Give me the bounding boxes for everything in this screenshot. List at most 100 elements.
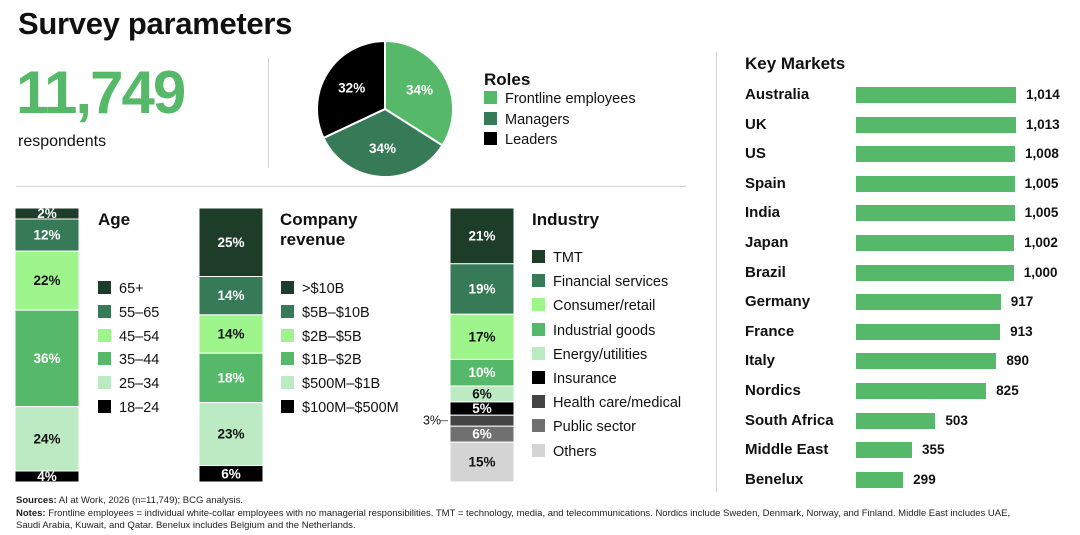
age-title: Age	[98, 210, 131, 229]
market-value: 1,005	[1024, 205, 1059, 221]
legend-label: Leaders	[505, 132, 558, 148]
legend-item: Financial services	[532, 274, 668, 290]
roles-title: Roles	[484, 70, 531, 89]
segment-label: 23%	[217, 427, 244, 442]
legend-label: 35–44	[119, 352, 160, 369]
market-label: Australia	[745, 86, 810, 103]
bar-segment	[449, 441, 515, 483]
sources-text: AI at Work, 2026 (n=11,749); BCG analysi…	[58, 495, 243, 506]
legend-swatch	[532, 443, 545, 457]
bar-segment	[198, 276, 264, 316]
divider-horizontal	[16, 186, 686, 187]
roles-legend-item: Leaders	[484, 132, 557, 148]
pie-slice-leaders	[316, 39, 386, 140]
market-bar	[856, 353, 997, 370]
divider-vertical-markets	[716, 52, 717, 492]
market-bar	[856, 383, 987, 399]
segment-label: 14%	[217, 288, 244, 303]
pie-label: 34%	[369, 141, 396, 156]
legend-swatch	[98, 328, 111, 342]
bar-segment	[449, 414, 515, 427]
roles-legend-item: Frontline employees	[484, 91, 636, 107]
legend-label: 55–65	[119, 304, 160, 321]
legend-item: 65+	[98, 281, 144, 297]
roles-legend-item: Managers	[484, 111, 570, 128]
market-bar	[856, 412, 936, 429]
segment-label: 24%	[33, 431, 60, 446]
market-value: 1,014	[1026, 87, 1060, 102]
legend-swatch	[98, 400, 111, 413]
market-label: Middle East	[745, 441, 829, 459]
legend-item: 35–44	[98, 352, 159, 368]
legend-item: Others	[532, 443, 597, 460]
legend-swatch	[98, 352, 111, 366]
legend-swatch	[532, 298, 545, 312]
revenue-title-line1: Company	[280, 210, 358, 229]
market-label: US	[745, 145, 766, 163]
market-label: India	[745, 204, 781, 222]
legend-swatch	[532, 274, 545, 288]
market-bar	[856, 323, 1001, 340]
legend-swatch	[484, 91, 497, 104]
segment-label: 6%	[472, 386, 492, 401]
legend-item: Insurance	[532, 371, 617, 387]
legend-item: 55–65	[98, 304, 160, 321]
legend-swatch	[98, 376, 111, 390]
legend-label: Industrial goods	[553, 322, 656, 339]
legend-swatch	[532, 346, 545, 360]
segment-label: 18%	[217, 370, 244, 385]
segment-label: 6%	[472, 427, 492, 442]
market-bar	[856, 116, 1016, 133]
segment-label: 6%	[221, 466, 241, 481]
legend-label: 65+	[119, 281, 144, 297]
bar-segment	[198, 314, 264, 354]
legend-item: 45–54	[98, 328, 159, 345]
legend-swatch	[281, 328, 294, 342]
market-value: 299	[913, 471, 936, 487]
legend-item: $1B–$2B	[281, 352, 362, 368]
legend-swatch	[98, 304, 111, 318]
segment-label: 12%	[33, 228, 60, 243]
industry-stacked-bar: 21%19%17%10%6%5%3%6%15%	[423, 207, 515, 483]
segment-label: 10%	[468, 365, 495, 380]
pie-slice-managers	[322, 107, 444, 178]
market-label: South Africa	[745, 411, 834, 429]
notes-label: Notes:	[16, 507, 46, 519]
legend-label: Managers	[505, 111, 570, 128]
market-bar	[856, 442, 913, 459]
legend-swatch	[484, 111, 497, 125]
segment-label: 36%	[33, 351, 60, 366]
legend-label: 25–34	[119, 376, 160, 393]
market-label: Brazil	[745, 263, 786, 281]
market-label: Germany	[745, 293, 811, 311]
market-bar	[856, 471, 904, 488]
segment-label: 2%	[37, 206, 57, 221]
legend-swatch	[98, 281, 111, 294]
legend-swatch	[281, 400, 294, 413]
segment-label: 22%	[33, 273, 60, 288]
legend-swatch	[532, 419, 545, 433]
legend-swatch	[532, 371, 545, 384]
age-stacked-bar: 2% 12% 22% 36% 24% 4%	[14, 206, 80, 484]
legend-label: TMT	[553, 250, 583, 266]
legend-item: Public sector	[532, 419, 636, 435]
bar-segment	[14, 218, 80, 252]
legend-item: $2B–$5B	[281, 328, 362, 345]
legend-label: Health care/medical	[553, 395, 682, 412]
segment-label: 15%	[468, 455, 495, 470]
segment-label: 19%	[468, 282, 495, 297]
market-label: Nordics	[745, 382, 801, 399]
sources-label: Sources:	[16, 495, 57, 506]
market-label: UK	[745, 115, 767, 133]
legend-label: >$10B	[302, 281, 345, 297]
legend-item: $5B–$10B	[281, 304, 370, 321]
legend-swatch	[532, 250, 545, 263]
market-value: 917	[1010, 294, 1034, 310]
page-title: Survey parameters	[18, 6, 293, 41]
legend-label: Insurance	[553, 371, 617, 387]
legend-item: 18–24	[98, 400, 159, 416]
market-value: 503	[945, 412, 968, 428]
industry-title: Industry	[532, 210, 600, 229]
bar-segment	[14, 470, 80, 483]
legend-swatch	[484, 132, 497, 145]
